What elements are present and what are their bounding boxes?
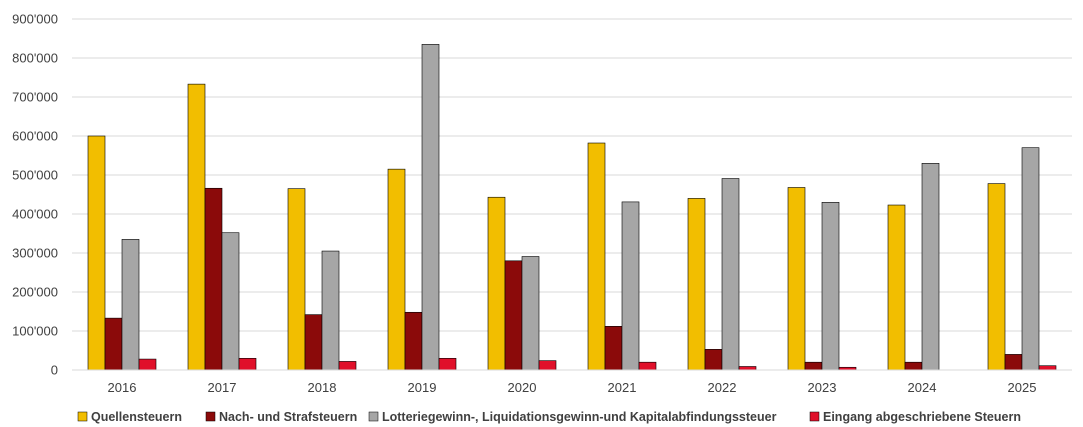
- y-tick-label: 200'000: [12, 285, 58, 300]
- legend-label: Quellensteuern: [91, 410, 182, 424]
- y-tick-label: 0: [51, 363, 58, 378]
- y-tick-label: 800'000: [12, 51, 58, 66]
- legend-label: Nach- und Strafsteuern: [219, 410, 357, 424]
- bar: [587, 142, 606, 371]
- bar: [138, 358, 157, 371]
- bar: [287, 188, 306, 371]
- legend-swatch: [809, 411, 820, 422]
- y-tick-label: 700'000: [12, 90, 58, 105]
- series-3: [121, 44, 1040, 371]
- bar: [487, 196, 506, 371]
- series-2: [104, 187, 1023, 371]
- x-tick-label: 2016: [108, 380, 137, 395]
- bar: [238, 357, 257, 371]
- bar: [638, 361, 657, 371]
- legend-label: Eingang abgeschriebene Steuern: [823, 410, 1021, 424]
- bar: [404, 311, 423, 371]
- y-tick-label: 400'000: [12, 207, 58, 222]
- x-tick-label: 2023: [808, 380, 837, 395]
- legend-swatch: [205, 411, 216, 422]
- bar: [187, 83, 206, 371]
- y-tick-label: 100'000: [12, 324, 58, 339]
- bar: [887, 204, 906, 371]
- bar: [721, 178, 740, 371]
- x-tick-label: 2021: [608, 380, 637, 395]
- bar: [121, 239, 140, 371]
- bar: [1021, 147, 1040, 371]
- legend-item: Nach- und Strafsteuern: [205, 410, 357, 424]
- bar: [438, 357, 457, 371]
- bar: [538, 360, 557, 371]
- x-tick-label: 2020: [508, 380, 537, 395]
- series-1: [87, 83, 1006, 371]
- bar: [504, 260, 523, 371]
- bar: [687, 198, 706, 371]
- bar: [821, 202, 840, 371]
- bar: [387, 168, 406, 371]
- bar: [221, 232, 240, 371]
- bar: [904, 361, 923, 371]
- bar: [921, 163, 940, 371]
- legend-item: Quellensteuern: [77, 410, 182, 424]
- bar: [104, 317, 123, 371]
- legend-swatch: [77, 411, 88, 422]
- legend-swatch: [368, 411, 379, 422]
- x-axis-ticks: 2016 2017 2018 2019 2020 2021 2022 2023 2024 2025: [108, 380, 1037, 395]
- legend-item: Eingang abgeschriebene Steuern: [809, 410, 1021, 424]
- bar: [304, 314, 323, 371]
- x-tick-label: 2019: [408, 380, 437, 395]
- x-tick-label: 2018: [308, 380, 337, 395]
- legend-label: Lotteriegewinn-, Liquidationsgewinn-und …: [382, 410, 777, 424]
- legend: Quellensteuern Nach- und Strafsteuern Lott…: [77, 410, 1021, 424]
- x-tick-label: 2022: [708, 380, 737, 395]
- x-tick-label: 2017: [208, 380, 237, 395]
- y-tick-label: 900'000: [12, 12, 58, 27]
- series-4: [138, 357, 1057, 371]
- y-axis-ticks: 0 100'000 200'000 300'000 400'000 500'000 600'…: [12, 12, 58, 378]
- bar: [621, 201, 640, 371]
- bar: [787, 187, 806, 371]
- bar: [987, 183, 1006, 371]
- bar: [738, 366, 757, 371]
- bar: [321, 250, 340, 371]
- bar: [1004, 354, 1023, 371]
- x-tick-label: 2025: [1008, 380, 1037, 395]
- x-tick-label: 2024: [908, 380, 937, 395]
- bars: [87, 44, 1057, 371]
- bar: [1038, 365, 1057, 371]
- bar: [421, 44, 440, 371]
- legend-item: Lotteriegewinn-, Liquidationsgewinn-und …: [368, 410, 777, 424]
- bar: [338, 361, 357, 371]
- y-tick-label: 500'000: [12, 168, 58, 183]
- bar: [604, 326, 623, 371]
- bar: [87, 135, 106, 371]
- y-tick-label: 300'000: [12, 246, 58, 261]
- bar: [704, 349, 723, 371]
- bar: [521, 256, 540, 371]
- y-tick-label: 600'000: [12, 129, 58, 144]
- bar: [804, 361, 823, 371]
- bar: [204, 187, 223, 371]
